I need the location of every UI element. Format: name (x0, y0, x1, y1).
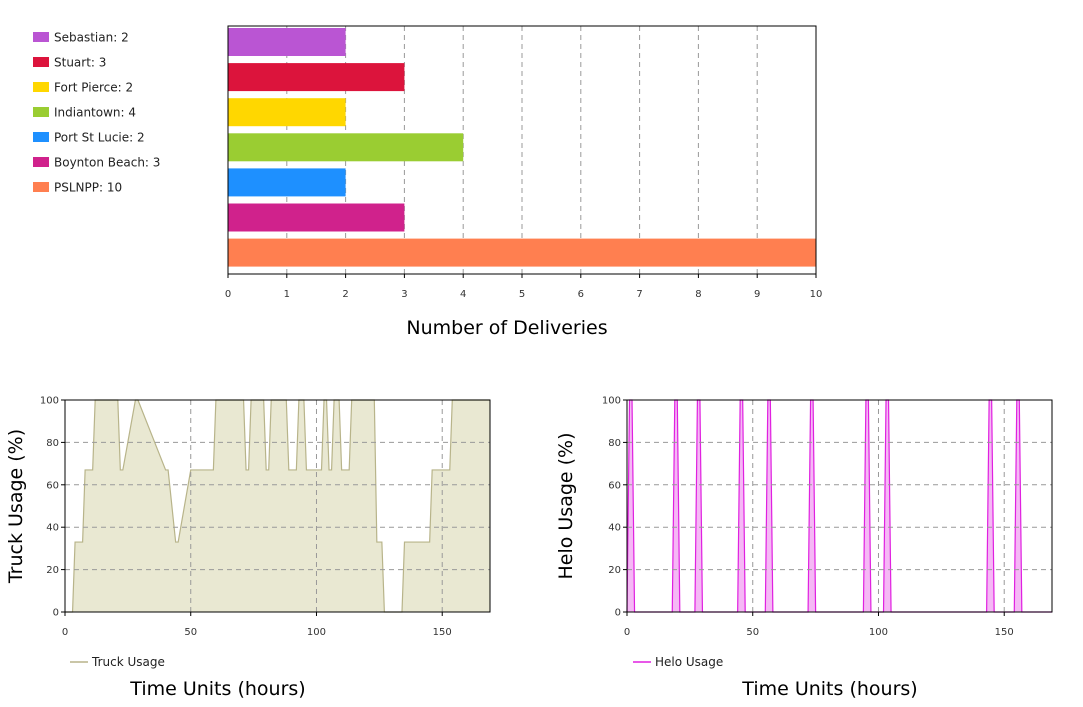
helo-x-tick-label: 0 (624, 627, 630, 638)
bar-x-tick-label: 9 (754, 289, 760, 300)
helo-y-tick-label: 20 (608, 565, 621, 576)
bar-fort-pierce (228, 98, 346, 127)
bar-x-tick-label: 4 (460, 289, 466, 300)
bar-legend-swatch (33, 32, 49, 42)
bar-legend-swatch (33, 132, 49, 142)
bar-x-tick-label: 2 (342, 289, 348, 300)
bar-x-ticks: 0 1 2 3 4 5 6 7 8 9 10 (225, 274, 823, 300)
bar-x-tick-label: 1 (284, 289, 290, 300)
truck-x-tick-label: 0 (62, 627, 68, 638)
truck-y-tick-label: 20 (46, 565, 59, 576)
helo-y-axis-title: Helo Usage (%) (555, 432, 577, 579)
truck-grid (65, 400, 490, 612)
truck-y-tick-label: 80 (46, 438, 59, 449)
truck-ticks: 0 20 40 60 80 100 0 50 100 150 (40, 396, 452, 639)
bar-x-tick-label: 8 (695, 289, 701, 300)
bar-boynton-beach (228, 203, 405, 232)
bar-pslnpp (228, 238, 816, 267)
bar-sebastian (228, 28, 346, 56)
helo-ticks: 0 20 40 60 80 100 0 50 100 150 (602, 396, 1014, 639)
helo-usage-area (626, 399, 1052, 613)
helo-y-tick-label: 100 (602, 396, 621, 407)
truck-usage-chart: 0 20 40 60 80 100 0 50 100 150 Truck Usage (%) Tr… (5, 396, 491, 700)
helo-y-tick-label: 0 (615, 608, 621, 619)
helo-x-tick-label: 100 (869, 627, 888, 638)
helo-usage-chart: 0 20 40 60 80 100 0 50 100 150 Helo Usage (%) Hel… (555, 396, 1053, 700)
bar-x-tick-label: 10 (810, 289, 823, 300)
bar-legend-swatch (33, 157, 49, 167)
bar-x-tick-label: 5 (519, 289, 525, 300)
bar-legend-label: Fort Pierce: 2 (54, 81, 133, 95)
bar-legend-label: Stuart: 3 (54, 56, 106, 70)
truck-y-tick-label: 60 (46, 480, 59, 491)
helo-legend-label: Helo Usage (655, 655, 723, 669)
bar-legend-label: Port St Lucie: 2 (54, 131, 145, 145)
bar-legend-swatch (33, 107, 49, 117)
truck-y-tick-label: 40 (46, 523, 59, 534)
truck-x-axis-title: Time Units (hours) (129, 678, 305, 700)
helo-x-tick-label: 150 (995, 627, 1014, 638)
bar-legend-label: Sebastian: 2 (54, 31, 129, 45)
bar-x-tick-label: 0 (225, 289, 231, 300)
helo-y-tick-label: 80 (608, 438, 621, 449)
bar-indiantown (228, 133, 464, 162)
bar-stuart (228, 63, 405, 92)
truck-y-tick-label: 0 (53, 608, 59, 619)
truck-x-tick-label: 150 (433, 627, 452, 638)
bar-x-tick-label: 7 (636, 289, 642, 300)
bar-port-st-lucie (228, 168, 346, 197)
bar-series (228, 28, 816, 267)
helo-plot-frame (626, 399, 1053, 613)
helo-y-tick-label: 40 (608, 523, 621, 534)
truck-usage-area (65, 399, 490, 613)
bar-legend-label: Boynton Beach: 3 (54, 156, 160, 170)
deliveries-bar-chart: Sebastian: 2 Stuart: 3 Fort Pierce: 2 India… (33, 25, 823, 339)
helo-x-tick-label: 50 (746, 627, 759, 638)
truck-plot-frame (64, 399, 491, 613)
helo-x-axis-title: Time Units (hours) (741, 678, 917, 700)
bar-legend: Sebastian: 2 Stuart: 3 Fort Pierce: 2 India… (33, 31, 160, 195)
bar-legend-label: Indiantown: 4 (54, 106, 136, 120)
truck-y-tick-label: 100 (40, 396, 59, 407)
truck-legend-label: Truck Usage (91, 655, 165, 669)
truck-x-tick-label: 50 (184, 627, 197, 638)
truck-y-axis-title: Truck Usage (%) (5, 429, 27, 584)
bar-legend-swatch (33, 82, 49, 92)
bar-legend-label: PSLNPP: 10 (54, 181, 122, 195)
truck-area-fill (65, 400, 490, 612)
bar-x-axis-title: Number of Deliveries (406, 317, 607, 339)
bar-x-tick-label: 3 (401, 289, 407, 300)
bar-x-tick-label: 6 (578, 289, 584, 300)
helo-grid (627, 400, 1052, 612)
truck-x-tick-label: 100 (307, 627, 326, 638)
helo-y-tick-label: 60 (608, 480, 621, 491)
bar-legend-swatch (33, 182, 49, 192)
bar-legend-swatch (33, 57, 49, 67)
